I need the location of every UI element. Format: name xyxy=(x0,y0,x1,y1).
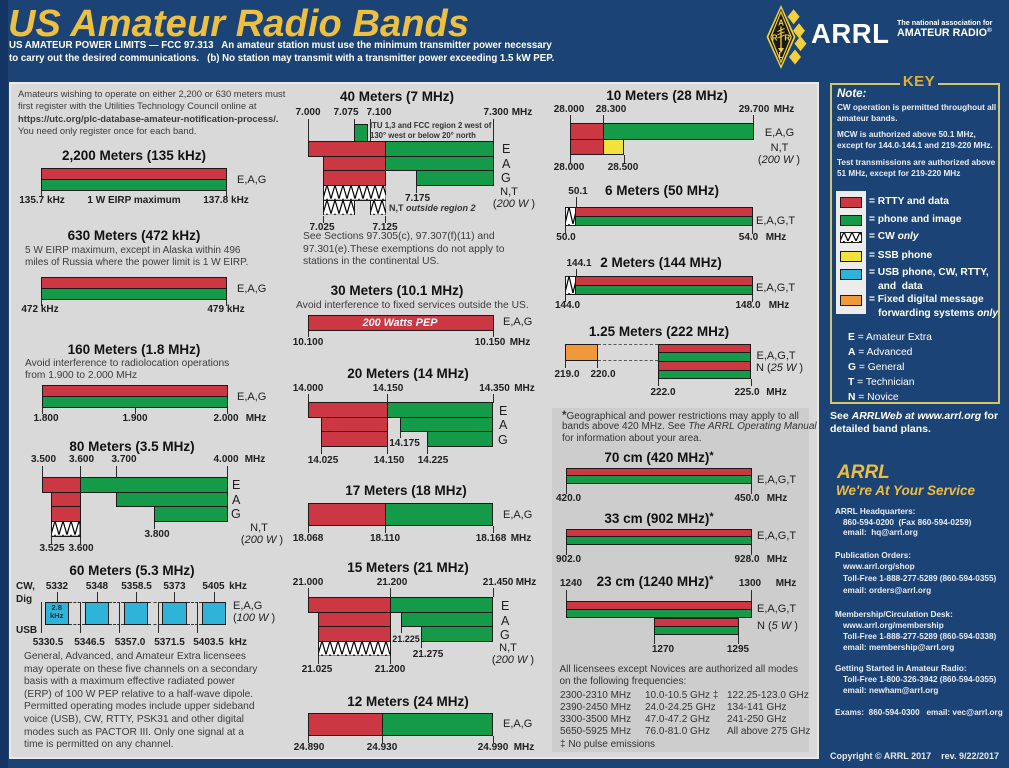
svg-text:R: R xyxy=(784,34,790,43)
svg-text:A: A xyxy=(778,19,784,28)
svg-text:R: R xyxy=(772,34,778,43)
svg-text:L: L xyxy=(779,51,784,60)
